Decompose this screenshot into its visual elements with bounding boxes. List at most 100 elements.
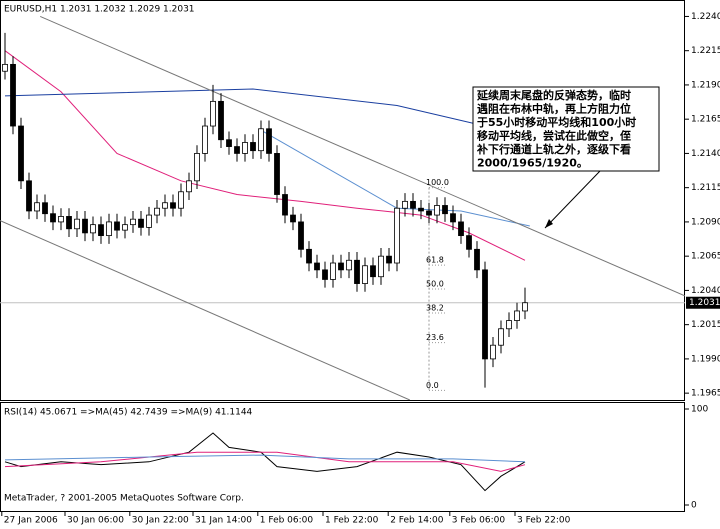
candle-body [290,214,296,223]
fib-label: 100.0 [426,178,449,187]
candle-body [242,142,248,154]
annotation-text: 于55小时移动平均线和100小时 [477,115,636,129]
candle-body [490,344,496,360]
candle-body [394,207,400,264]
y-tick-label: 1.1965 [691,389,720,399]
candle-body [66,216,72,230]
candle-body [522,302,528,312]
rsi-tick-label: 0 [691,501,697,511]
y-tick-label: 1.2040 [691,286,720,296]
annotation-box [472,86,660,172]
x-tick-label: 27 Jan 2006 [4,516,58,526]
candle-body [346,259,352,271]
rsi-panel [0,402,685,512]
fib-label: 0.0 [426,381,439,390]
x-tick-label: 31 Jan 14:00 [195,516,252,526]
annotation-text: 补下行通道上轨之外，逐级下看 [476,142,631,156]
candle-body [514,310,520,321]
candle-body [482,269,488,360]
y-tick-label: 1.2190 [691,80,720,90]
rsi-title: RSI(14) 45.0671 =>MA(45) 42.7439 =>MA(9)… [4,408,253,418]
candle-body [306,248,312,264]
rsi-tick-label: 100 [691,405,708,415]
candle-body [26,180,32,212]
candle-body [2,63,8,72]
candle-body [34,202,40,212]
candle-body [250,142,256,152]
candle-body [418,207,424,212]
candle-body [410,200,416,209]
main-plot [0,15,685,400]
last-price-label: 1.2031 [689,298,720,308]
candle-body [386,255,392,264]
candle-body [322,269,328,280]
candle-body [298,221,304,250]
candle-body [434,205,440,216]
candle-body [354,259,360,284]
x-tick-label: 30 Jan 06:00 [67,516,124,526]
main-panel [0,0,685,401]
candle-body [170,202,176,209]
y-tick-label: 1.2115 [691,183,720,193]
candle-body [266,128,272,154]
annotation-arrow [544,170,601,229]
candle-body [498,328,504,346]
candle-body [338,262,344,271]
chart-title: EURUSD,H1 1.2031 1.2032 1.2029 1.2031 [4,5,195,15]
candle-body [42,202,48,215]
candle-body [98,224,104,237]
candle-body [450,213,456,223]
annotation-text: 延续周末尾盘的反弹态势，临时 [476,88,631,102]
annotation-text: 2000/1965/1920。 [477,157,588,170]
candle-body [130,218,136,226]
y-tick-label: 1.2215 [691,46,720,56]
fib-label: 38.2 [426,303,444,312]
candle-body [114,221,120,231]
candle-body [506,320,512,330]
x-tick-label: 3 Feb 06:00 [452,516,506,526]
arrow-head [545,219,553,228]
y-tick-label: 1.2065 [691,252,720,262]
x-tick-label: 2 Feb 14:00 [390,516,444,526]
candle-body [314,262,320,271]
fib-label: 23.6 [426,333,444,342]
candle-body [234,146,240,154]
candle-body [74,218,80,230]
candle-body [122,224,128,231]
candle-body [18,125,24,182]
x-tick-label: 1 Feb 06:00 [260,516,314,526]
candle-body [282,194,288,216]
candle-body [106,221,112,237]
candle-body [178,191,184,209]
annotation-text: 遇阻在布林中轨，再上方阻力位 [477,102,631,116]
annotation-text: 移动平均线，尝试在此做空，侄 [477,129,631,143]
y-tick-label: 1.2165 [691,115,720,125]
candle-body [466,235,472,250]
fib-label: 61.8 [426,256,444,265]
rsi-line [4,454,526,463]
candle-body [50,213,56,223]
x-tick-label: 1 Feb 22:00 [325,516,379,526]
candle-body [330,262,336,280]
candle-body [210,100,216,127]
candle-body [202,125,208,154]
y-tick-label: 1.2090 [691,217,720,227]
overlay-line [0,220,411,400]
candle-body [218,100,224,141]
candle-body [138,218,144,228]
candle-body [186,180,192,193]
candle-body [442,205,448,215]
candle-body [10,63,16,127]
y-tick-label: 1.2240 [691,12,720,22]
y-tick-label: 1.1990 [691,354,720,364]
overlay-line [40,15,685,297]
candle-body [458,221,464,237]
y-tick-label: 1.2140 [691,149,720,159]
candle-body [162,202,168,209]
y-tick-label: 1.2015 [691,320,720,330]
last-price-tag [686,296,720,309]
candle-body [362,265,368,284]
candle-body [474,248,480,271]
candle-body [194,153,200,182]
